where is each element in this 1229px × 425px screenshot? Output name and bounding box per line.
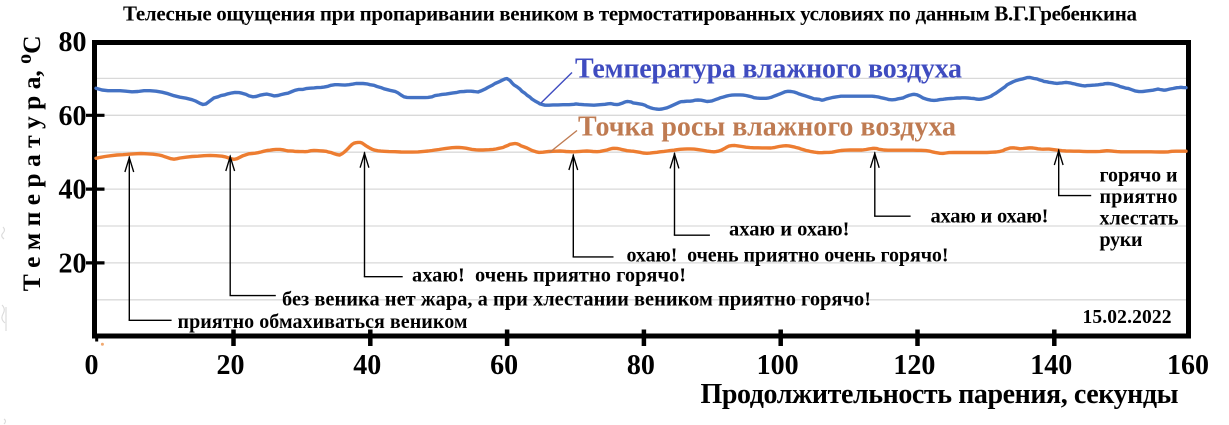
svg-text:80: 80 [627, 350, 655, 381]
svg-text:ахаю и охаю!: ахаю и охаю! [931, 206, 1049, 228]
svg-text:охаю! очень приятно очень гор: охаю! очень приятно очень горячо! [627, 245, 949, 267]
svg-text:Точка росы влажного воздуха: Точка росы влажного воздуха [578, 112, 956, 143]
svg-text:80: 80 [59, 27, 87, 58]
svg-text:Телесные ощущения при пропарив: Телесные ощущения при пропаривании веник… [123, 1, 1138, 25]
svg-text:60: 60 [59, 101, 87, 132]
svg-text:40: 40 [59, 175, 87, 206]
svg-text:Температура влажного воздуха: Температура влажного воздуха [575, 54, 962, 85]
svg-text:горячо и: горячо и [1100, 164, 1178, 186]
svg-text:100: 100 [757, 350, 799, 381]
svg-text:40: 40 [353, 350, 381, 381]
svg-text:20: 20 [59, 248, 87, 279]
svg-text:хлестать: хлестать [1100, 207, 1179, 229]
svg-text:120: 120 [893, 350, 935, 381]
svg-text:без веника нет жара, а при хле: без веника нет жара, а при хлестании вен… [282, 288, 871, 310]
svg-text:0: 0 [85, 350, 99, 381]
svg-text:160: 160 [1167, 350, 1209, 381]
svg-text:Т е м п е р а т у р а, оС: Т е м п е р а т у р а, оС [14, 35, 46, 291]
svg-text:60: 60 [490, 350, 518, 381]
svg-text:ахаю! очень приятно горячо!: ахаю! очень приятно горячо! [412, 265, 686, 287]
svg-text:приятно: приятно [1100, 186, 1178, 208]
svg-text:ахаю и охаю!: ахаю и охаю! [729, 219, 850, 241]
svg-text:Продолжительность парения, сек: Продолжительность парения, секунды [701, 379, 1179, 410]
svg-text:15.02.2022: 15.02.2022 [1083, 307, 1172, 328]
svg-text:140: 140 [1030, 350, 1072, 381]
svg-text:20: 20 [217, 350, 245, 381]
svg-text:приятно обмахиваться веником: приятно обмахиваться веником [178, 311, 468, 333]
svg-text:руки: руки [1100, 229, 1143, 251]
